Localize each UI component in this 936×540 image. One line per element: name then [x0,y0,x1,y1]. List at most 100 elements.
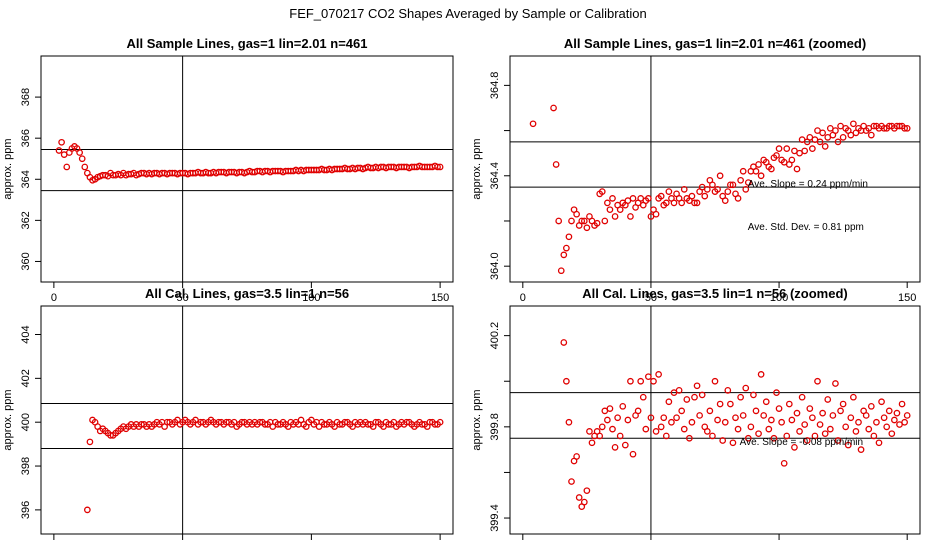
data-point [724,387,732,394]
plot-frame [40,55,454,283]
data-point [821,430,829,438]
data-point [714,185,721,193]
chart-annotation: Ave. Slope = -0.08 ppm/min [740,437,864,448]
y-tick-label: 396 [20,501,32,519]
data-point [624,416,632,424]
data-point [560,251,568,259]
data-point [744,434,752,442]
data-point [783,432,791,440]
plot-frame [40,305,454,535]
data-point [81,163,89,171]
data-point [568,478,575,485]
data-point [604,416,611,424]
y-tick-label: 399.4 [489,504,501,532]
data-point [732,414,739,422]
data-point [604,199,611,207]
data-point [691,393,698,401]
plot-frame [509,305,921,535]
x-tick-label: 0 [51,292,57,304]
data-point [819,129,826,137]
data-point [678,407,686,415]
data-point [842,423,850,431]
data-point [616,206,624,214]
data-point [642,425,650,433]
data-point [850,120,857,128]
data-point [609,425,616,433]
data-point [698,391,706,399]
data-point [875,439,883,447]
x-tick-label: 100 [302,292,320,304]
data-point [616,432,624,440]
data-point [621,441,629,449]
data-point [891,416,898,424]
data-point [709,181,716,189]
data-point [829,412,837,419]
data-point [84,506,91,514]
data-point [586,428,593,435]
data-point [580,498,588,506]
data-point [901,124,908,132]
chart-cal-lines: All Cal. Lines, gas=3.5 lin=1 n=56 0 50 100… [2,286,454,540]
data-point [801,147,809,155]
data-point [757,172,765,180]
data-point [862,412,870,419]
data-point [752,167,760,175]
data-point [563,244,570,252]
data-point [755,161,762,168]
data-point [744,179,752,186]
chart-annotation: Ave. Std. Dev. = 0.81 ppm [748,222,864,233]
data-point [806,405,814,412]
y-tick-label: 364 [20,170,32,188]
data-point [755,430,762,438]
data-point [809,145,816,153]
data-point [788,416,796,424]
data-point [680,185,688,193]
data-point [819,409,826,417]
data-point [565,233,573,241]
data-point [588,439,596,447]
data-point [58,138,65,146]
data-point [691,199,698,207]
x-tick-label: 50 [645,292,657,304]
data-point [598,423,606,431]
data-point [821,143,829,150]
y-tick-label: 366 [20,129,32,147]
data-point [568,217,575,225]
data-point [611,213,619,220]
data-point [606,206,614,214]
data-point [727,181,734,189]
data-point [850,393,857,401]
data-point [760,412,768,419]
data-point [775,145,783,153]
data-point [832,380,839,387]
data-point [657,192,665,200]
data-point [714,416,721,424]
data-point [796,428,803,435]
data-point [739,412,747,419]
chart-title: All Cal. Lines, gas=3.5 lin=1 n=56 (zoom… [582,286,848,301]
page-title: FEF_070217 CO2 Shapes Averaged by Sample… [289,6,647,21]
data-point [601,217,609,225]
data-point [434,163,441,171]
data-point [768,416,775,424]
data-point [793,165,801,173]
data-point [573,210,580,218]
data-point [560,339,568,346]
data-point [583,487,591,495]
data-point [865,425,873,433]
data-point [55,147,63,154]
data-point [826,425,834,433]
data-point [598,188,606,195]
data-point [824,396,832,403]
data-point [852,428,860,435]
y-axis-label: approx. ppm [2,389,14,450]
data-point [701,192,709,200]
data-point [650,377,657,385]
x-tick-label: 50 [177,292,189,304]
data-point [716,400,724,408]
data-point [678,199,686,207]
data-point [739,167,747,175]
data-point [639,393,647,401]
chart-sample-lines: All Sample Lines, gas=1 lin=2.01 n=461 0 5… [2,36,454,304]
data-point [793,409,801,417]
